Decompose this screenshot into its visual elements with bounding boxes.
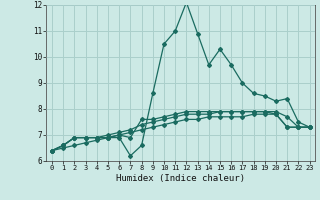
X-axis label: Humidex (Indice chaleur): Humidex (Indice chaleur) [116,174,245,183]
